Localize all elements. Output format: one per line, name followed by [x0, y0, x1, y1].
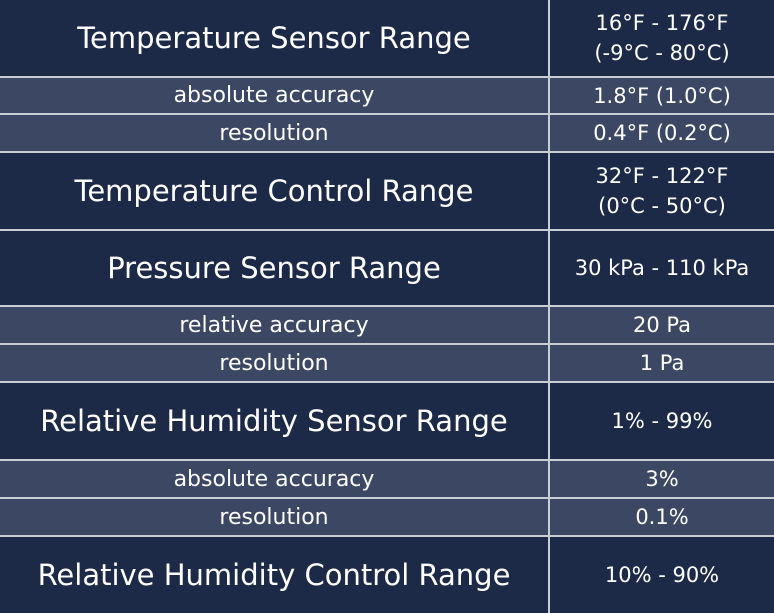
row-label: absolute accuracy	[0, 78, 548, 113]
row-label: resolution	[0, 499, 548, 535]
row-value-cell: 1 Pa	[550, 345, 774, 381]
row-label: relative accuracy	[0, 307, 548, 343]
row-value: 32°F - 122°F	[595, 164, 729, 188]
row-value: 16°F - 176°F	[595, 11, 729, 35]
row-value: 20 Pa	[633, 313, 691, 337]
row-value-cell: 10% - 90%	[550, 537, 774, 613]
row-value-cell: 30 kPa - 110 kPa	[550, 231, 774, 305]
row-value-cell: 0.4°F (0.2°C)	[550, 115, 774, 151]
row-label: resolution	[0, 115, 548, 151]
row-value-cell: 1% - 99%	[550, 383, 774, 459]
row-label: Temperature Sensor Range	[0, 0, 548, 76]
row-value: 0.1%	[635, 505, 689, 529]
row-value: 1.8°F (1.0°C)	[593, 83, 731, 108]
row-value-cell: 32°F - 122°F (0°C - 50°C)	[550, 153, 774, 229]
row-value: 1% - 99%	[611, 409, 713, 433]
row-value-cell: 3%	[550, 461, 774, 497]
row-value: 10% - 90%	[604, 563, 720, 587]
row-value: 1 Pa	[639, 351, 685, 375]
row-value-cell: 1.8°F (1.0°C)	[550, 78, 774, 113]
row-label: absolute accuracy	[0, 461, 548, 497]
row-label: resolution	[0, 345, 548, 381]
row-label: Temperature Control Range	[0, 153, 548, 229]
row-value: (-9°C - 80°C)	[594, 41, 730, 65]
row-value: 30 kPa - 110 kPa	[574, 256, 750, 280]
row-value: 3%	[645, 467, 679, 491]
row-label: Relative Humidity Sensor Range	[0, 383, 548, 459]
row-label: Relative Humidity Control Range	[0, 537, 548, 613]
row-value: (0°C - 50°C)	[598, 194, 726, 218]
row-value-cell: 0.1%	[550, 499, 774, 535]
row-value-cell: 16°F - 176°F (-9°C - 80°C)	[550, 0, 774, 76]
row-value-cell: 20 Pa	[550, 307, 774, 343]
row-value: 0.4°F (0.2°C)	[593, 121, 731, 145]
row-label: Pressure Sensor Range	[0, 231, 548, 305]
